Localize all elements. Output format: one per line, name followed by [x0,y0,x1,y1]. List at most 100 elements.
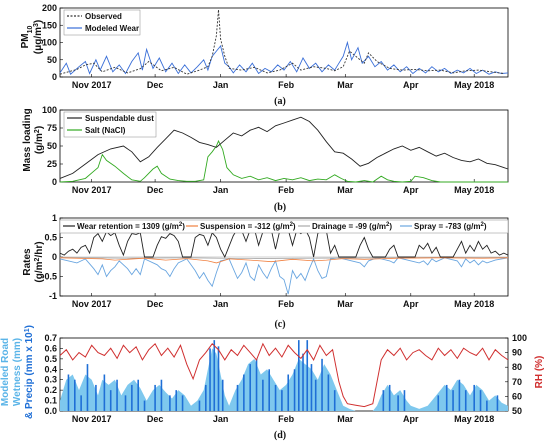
ytick-label-a-3: 150 [42,20,57,30]
panel-c-ylabel: Rates [22,248,33,276]
legend-wear-retention: Wear retention = 1309 (g/m2) [77,222,185,231]
xtick-label-d-0: Nov 2017 [72,414,112,424]
panel-b-plot [59,116,509,183]
ytick-label-d-3: 0.3 [44,375,57,385]
ytick-right-label-d-0: 50 [512,406,522,416]
panel-a-legend: Observed Modeled Wear [63,9,141,36]
legend-drainage-sup: 2 [386,222,390,228]
xtick-label-b-0: Nov 2017 [72,185,112,195]
ytick-right-label-d-2: 70 [512,377,522,387]
xtick-label-c-5: Apr [403,299,419,309]
ytick-label-d-5: 0.5 [44,354,57,364]
xtick-label-d-6: May 2018 [454,414,494,424]
series-modeled-wear [59,40,509,75]
xtick-label-c-4: Mar [337,299,354,309]
legend-suspendable-dust: Suspendable dust [85,114,154,123]
legend-drainage: Drainage = -99 (g/m2) [312,222,392,231]
panel-a-label: (a) [274,96,286,107]
ytick-label-d-6: 0.6 [44,343,57,353]
xtick-label-d-2: Jan [213,414,229,424]
xtick-label-c-2: Jan [213,299,229,309]
xtick-label-a-5: Apr [403,80,419,90]
legend-suspension-tail: ) [293,222,296,231]
panel-a-ylabel-unit-post: ) [33,20,44,23]
xtick-label-a-2: Jan [213,80,229,90]
panel-b-ylabel: Mass loading [22,108,33,171]
ytick-label-d-0: 0.0 [44,406,57,416]
series-salt [59,139,508,183]
legend-drainage-tail: ) [389,222,392,231]
panel-c-legend-box [59,219,509,234]
ytick-label-c-4: 1 [52,213,57,223]
series-rh [59,342,509,408]
legend-salt: Salt (NaCl) [85,126,126,135]
panel-c-plot [59,228,509,295]
xtick-label-c-3: Feb [278,299,295,309]
panel-d-ylabel-3-text: & Precip (mm x 10 [24,332,35,419]
series-drainage [59,257,508,260]
ytick-label-d-7: 0.7 [44,333,57,343]
legend-spray-sup: 2 [480,222,484,228]
legend-wear-retention-text: Wear retention = 1309 (g/m [77,222,179,231]
ytick-label-c-3: 0.5 [44,233,57,243]
panel-a-ylabel-unit-sup: 3 [33,23,40,27]
ytick-label-a-0: 0 [52,72,57,82]
legend-wear-retention-tail: ) [182,222,185,231]
xtick-label-d-1: Dec [147,414,164,424]
ytick-label-d-1: 0.1 [44,396,57,406]
panel-a: PM10 (μg/m3) 0 50 100 150 200 Nov 2017 Dec Jan F… [20,3,509,107]
ytick-label-a-1: 50 [47,55,57,65]
panel-d-axes: 0.00.10.20.30.40.50.60.7 Nov 2017 Dec Jan Fe… [44,333,527,424]
xtick-label-a-0: Nov 2017 [72,80,112,90]
panel-a-ylabel-base: PM [20,33,31,48]
ytick-label-c-0: -1 [49,291,57,301]
ytick-right-label-d-4: 90 [512,348,522,358]
legend-spray: Spray = -783 (g/m2) [414,222,487,231]
panel-b-ylabel-unit-sup: 2 [34,129,41,133]
xtick-label-a-6: May 2018 [454,80,494,90]
xtick-label-a-4: Mar [337,80,354,90]
panel-b: Mass loading (g/m2) 0 25 50 75 100 Nov 2017 De… [22,105,509,213]
panel-b-ylabel-unit-post: ) [34,126,45,129]
series-suspendable-dust [59,116,509,179]
legend-suspension-text: Suspension = -312 (g/m [200,222,290,231]
ytick-right-label-d-5: 100 [512,333,527,343]
panel-b-axes: 0 25 50 75 100 Nov 2017 Dec Jan Feb Mar Apr May 201… [42,105,509,195]
xtick-label-a-3: Feb [278,80,295,90]
ytick-right-label-d-3: 80 [512,362,522,372]
xtick-label-b-2: Jan [213,185,229,195]
panel-a-ylabel-unit-pre: (μg/m [33,27,44,54]
legend-modeled-wear: Modeled Wear [85,24,139,33]
panel-c-ylabel-unit-pre: (g/m [34,261,45,282]
series-observed [59,9,504,75]
panel-b-label: (b) [274,202,286,213]
legend-wear-retention-sup: 2 [179,222,183,228]
ytick-right-label-d-1: 60 [512,391,522,401]
xtick-label-b-1: Dec [147,185,164,195]
series-spray [59,257,509,295]
panel-c-ylabel-unit-sup: 2 [34,257,41,261]
legend-spray-text: Spray = -783 (g/m [414,222,480,231]
panel-d-ylabel-1: Modeled Road [0,338,11,406]
panel-c-ylabel-unit: (g/m2/hr) [34,241,46,282]
ytick-label-b-4: 100 [42,105,57,115]
legend-spray-tail: ) [484,222,487,231]
panel-b-ylabel-unit-pre: (g/m [34,133,45,154]
panel-c-legend: Wear retention = 1309 (g/m2) Suspension … [59,219,509,234]
panel-a-ylabel-unit: (μg/m3) [33,20,45,54]
ytick-label-a-2: 100 [42,38,57,48]
panel-b-ylabel-unit: (g/m2) [34,126,46,154]
xtick-label-b-5: Apr [403,185,419,195]
panel-b-legend: Suspendable dust Salt (NaCl) [63,111,157,138]
panel-a-plot [59,9,509,75]
series-suspension [59,257,509,264]
xtick-label-c-0: Nov 2017 [72,299,112,309]
xtick-label-b-6: May 2018 [454,185,494,195]
panel-d: Modeled Road Wetness (mm) & Precip (mm x… [0,325,545,441]
ytick-label-b-1: 25 [47,159,57,169]
panel-a-ylabel: PM10 [20,26,34,49]
ytick-label-b-3: 75 [47,123,57,133]
xtick-label-c-6: May 2018 [454,299,494,309]
ytick-label-b-0: 0 [52,177,57,187]
